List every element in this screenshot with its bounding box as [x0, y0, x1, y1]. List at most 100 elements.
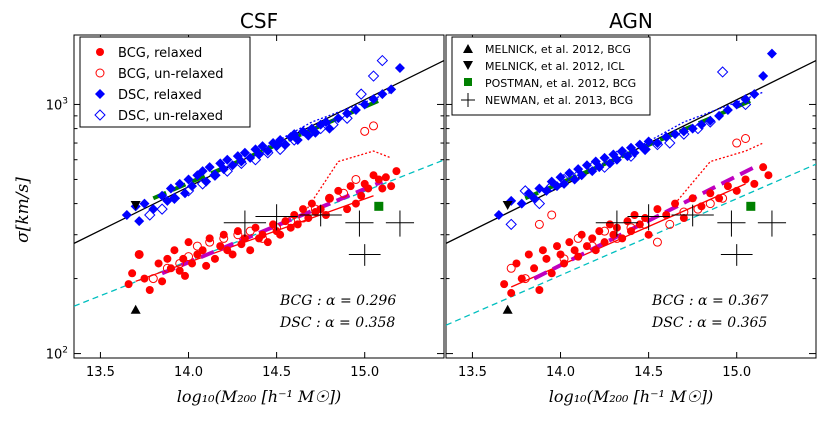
- dsc-relaxed-point: [201, 176, 212, 187]
- legend-marker-dsc-unrelaxed: [94, 109, 106, 121]
- legend-label-melnick-bcg: MELNICK, et al. 2012, BCG: [485, 43, 631, 56]
- dsc-relaxed-point: [183, 174, 194, 185]
- dsc-un-relaxed-point: [182, 185, 195, 197]
- bcg-relaxed-point: [378, 184, 387, 193]
- dsc-relaxed-point: [581, 160, 592, 171]
- bcg-un-relaxed-point: [233, 230, 243, 240]
- dsc-relaxed-point: [749, 89, 760, 100]
- bcg-un-relaxed-point: [245, 226, 255, 236]
- bcg-un-relaxed-point: [298, 213, 308, 223]
- bcg-relaxed-point: [627, 227, 635, 236]
- bcg-relaxed-point: [530, 264, 539, 273]
- bcg-relaxed-point: [688, 194, 697, 203]
- bcg-relaxed-point: [381, 173, 390, 182]
- fit-line-1: [74, 159, 444, 307]
- postman-et-al-2012-bcg-point: [746, 201, 756, 211]
- dsc-relaxed-point: [564, 168, 575, 179]
- dsc-relaxed-point: [187, 181, 198, 192]
- bcg-un-relaxed-point: [324, 193, 334, 203]
- csf-panel: 13.5 14.0 14.5 15.0 102 103: [46, 34, 445, 380]
- dsc-relaxed-point: [134, 216, 145, 227]
- bcg-relaxed-point: [507, 289, 516, 298]
- dsc-relaxed-point: [333, 113, 344, 124]
- bcg-un-relaxed-point: [520, 274, 530, 284]
- dsc-relaxed-point: [324, 123, 335, 134]
- bcg-relaxed-point: [732, 186, 741, 195]
- dsc-un-relaxed-point: [625, 150, 637, 162]
- bcg-un-relaxed-point: [559, 254, 569, 264]
- bcg-relaxed-point: [764, 171, 773, 180]
- bcg-un-relaxed-point: [600, 226, 610, 236]
- bcg-relaxed-point: [630, 210, 639, 219]
- dsc-relaxed-point: [157, 190, 168, 201]
- dsc-un-relaxed-point: [367, 70, 380, 82]
- bcg-relaxed-point: [500, 280, 509, 289]
- dsc-relaxed-point: [139, 198, 150, 209]
- dsc-un-relaxed-point: [598, 161, 611, 173]
- bcg-relaxed-point: [334, 186, 343, 195]
- dsc-relaxed-point: [705, 115, 716, 126]
- dsc-un-relaxed-point: [519, 185, 531, 197]
- csf-legend-frame: [79, 36, 251, 128]
- bcg-relaxed-point: [538, 246, 547, 255]
- dsc-relaxed-point: [236, 156, 247, 167]
- bcg-relaxed-point: [588, 234, 597, 243]
- bcg-relaxed-point: [512, 259, 521, 268]
- bcg-un-relaxed-point: [587, 241, 597, 251]
- bcg-relaxed-point: [374, 175, 383, 184]
- bcg-relaxed-point: [293, 220, 302, 229]
- dsc-un-relaxed-point: [249, 154, 262, 166]
- dsc-relaxed-point: [629, 147, 640, 158]
- bcg-relaxed-point: [210, 254, 219, 263]
- x-tick-label: 14.5: [634, 365, 663, 380]
- csf-legend: BCG, relaxed BCG, un-relaxed DSC, relaxe…: [79, 36, 251, 128]
- dsc-relaxed-point: [516, 198, 527, 209]
- dsc-un-relaxed-point: [355, 88, 367, 100]
- dsc-un-relaxed-point: [572, 169, 584, 181]
- dsc-relaxed-point: [493, 209, 504, 220]
- dsc-relaxed-point: [174, 178, 185, 189]
- bcg-relaxed-point: [697, 202, 706, 211]
- dsc-un-relaxed-point: [288, 134, 300, 146]
- bcg-relaxed-point: [759, 163, 768, 172]
- bcg-relaxed-point: [351, 199, 360, 208]
- bcg-un-relaxed-point: [310, 204, 320, 214]
- dsc-relaxed-point: [368, 94, 379, 105]
- x-tick-label: 13.5: [458, 365, 487, 380]
- dsc-relaxed-point: [254, 149, 264, 160]
- legend-marker-bcg-unrelaxed: [95, 68, 105, 78]
- bcg-relaxed-point: [524, 250, 533, 259]
- fit-line-4: [135, 195, 374, 282]
- bcg-un-relaxed-point: [705, 199, 715, 209]
- legend-marker-melnick-icl: [463, 61, 473, 70]
- data-layer: [74, 54, 444, 314]
- bcg-relaxed-point: [644, 230, 653, 239]
- bcg-relaxed-point: [662, 210, 671, 219]
- dsc-relaxed-point: [350, 104, 361, 115]
- bcg-un-relaxed-point: [369, 121, 379, 131]
- dsc-un-relaxed-point: [704, 116, 716, 128]
- melnick-et-al-2012-bcg-point: [130, 304, 141, 314]
- bcg-relaxed-point: [542, 254, 551, 263]
- dsc-relaxed-point: [121, 209, 132, 220]
- x-tick-label: 15.0: [350, 365, 379, 380]
- bcg-un-relaxed-point: [679, 207, 689, 217]
- legend-label-postman-bcg: POSTMAN, et al. 2012, BCG: [485, 77, 636, 90]
- dsc-un-relaxed-point: [168, 192, 181, 205]
- csf-dsc-slope-annotation: DSC : α = 0.358: [279, 315, 395, 331]
- bcg-un-relaxed-point: [219, 233, 229, 243]
- bcg-un-relaxed-point: [148, 274, 158, 284]
- dsc-un-relaxed-point: [221, 165, 233, 177]
- dsc-relaxed-point: [227, 160, 238, 171]
- bcg-relaxed-point: [609, 230, 618, 239]
- dsc-relaxed-point: [204, 162, 215, 173]
- bcg-relaxed-point: [600, 238, 609, 247]
- agn-dsc-slope-annotation: DSC : α = 0.365: [651, 315, 767, 331]
- legend-marker-dsc-relaxed: [95, 89, 105, 99]
- csf-bcg-slope-annotation: BCG : α = 0.296: [279, 293, 396, 309]
- bcg-relaxed-point: [170, 246, 179, 255]
- bcg-relaxed-point: [741, 175, 750, 184]
- bcg-relaxed-point: [228, 250, 237, 259]
- dsc-un-relaxed-point: [739, 98, 752, 111]
